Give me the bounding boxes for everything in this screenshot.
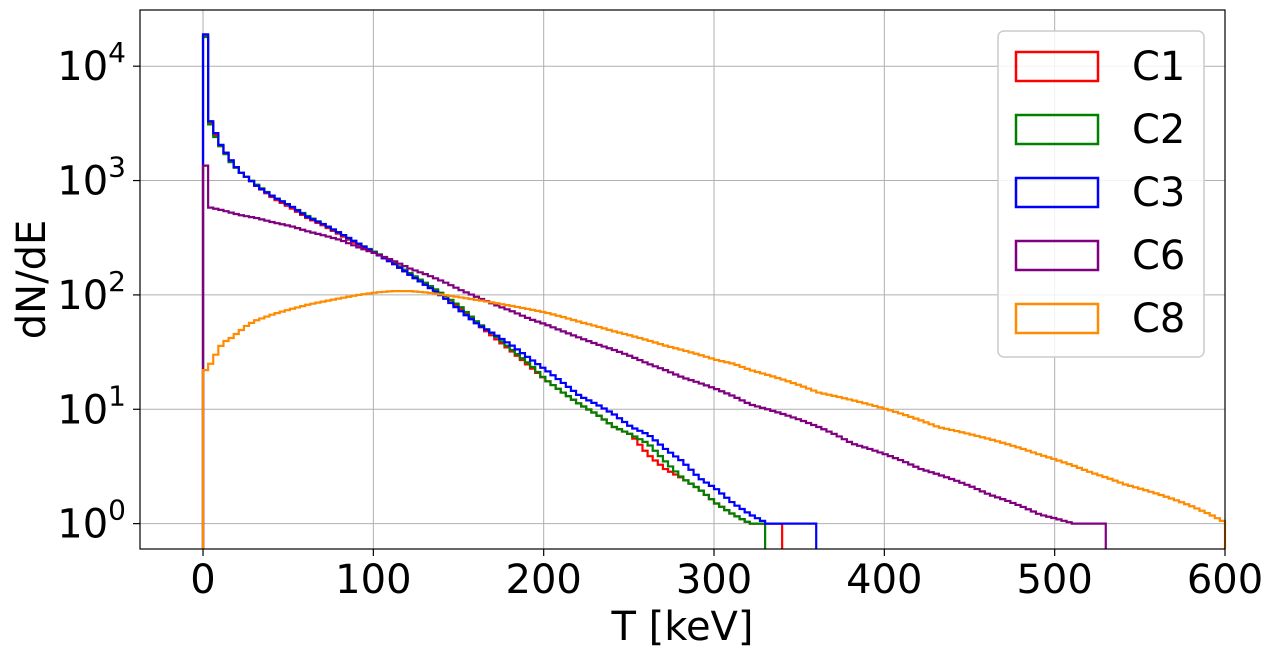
x-axis-label: T [keV] (610, 604, 753, 650)
legend-swatch-c1 (1014, 50, 1100, 83)
series-lines (201, 33, 1227, 549)
legend-swatch-c2 (1014, 113, 1100, 146)
legend: C1 C2 C3 C6 C8 (997, 30, 1205, 358)
x-tick-label: 300 (676, 557, 752, 603)
legend-label-c8: C8 (1132, 296, 1185, 342)
x-tick-label: 0 (190, 557, 215, 603)
series-line-c8 (201, 289, 1227, 549)
x-tick-label: 500 (1016, 557, 1092, 603)
y-axis-ticks: 100 101 102 103 104 (57, 36, 140, 548)
legend-label-c3: C3 (1132, 170, 1185, 216)
y-tick-label: 104 (57, 36, 126, 90)
y-tick-label: 100 (57, 494, 126, 548)
x-tick-label: 600 (1187, 557, 1263, 603)
legend-label-c2: C2 (1132, 107, 1185, 153)
series-line-c1 (201, 34, 784, 549)
x-tick-label: 200 (506, 557, 582, 603)
y-tick-label: 103 (57, 151, 126, 205)
series-line-c2 (201, 35, 767, 549)
legend-label-c1: C1 (1132, 44, 1185, 90)
legend-label-c6: C6 (1132, 233, 1185, 279)
x-tick-label: 400 (846, 557, 922, 603)
legend-swatch-c8 (1014, 302, 1100, 335)
x-axis-ticks: 0 100 200 300 400 500 600 (190, 549, 1263, 603)
y-axis-label: dN/dE (9, 220, 55, 339)
legend-swatch-c6 (1014, 239, 1100, 272)
series-line-c3 (201, 33, 818, 549)
legend-swatch-c3 (1014, 176, 1100, 209)
plot-frame (139, 9, 1226, 550)
y-tick-label: 102 (57, 265, 126, 319)
series-line-c6 (201, 164, 1107, 549)
y-tick-label: 101 (57, 379, 126, 433)
x-tick-label: 100 (335, 557, 411, 603)
legend-box (997, 30, 1205, 358)
